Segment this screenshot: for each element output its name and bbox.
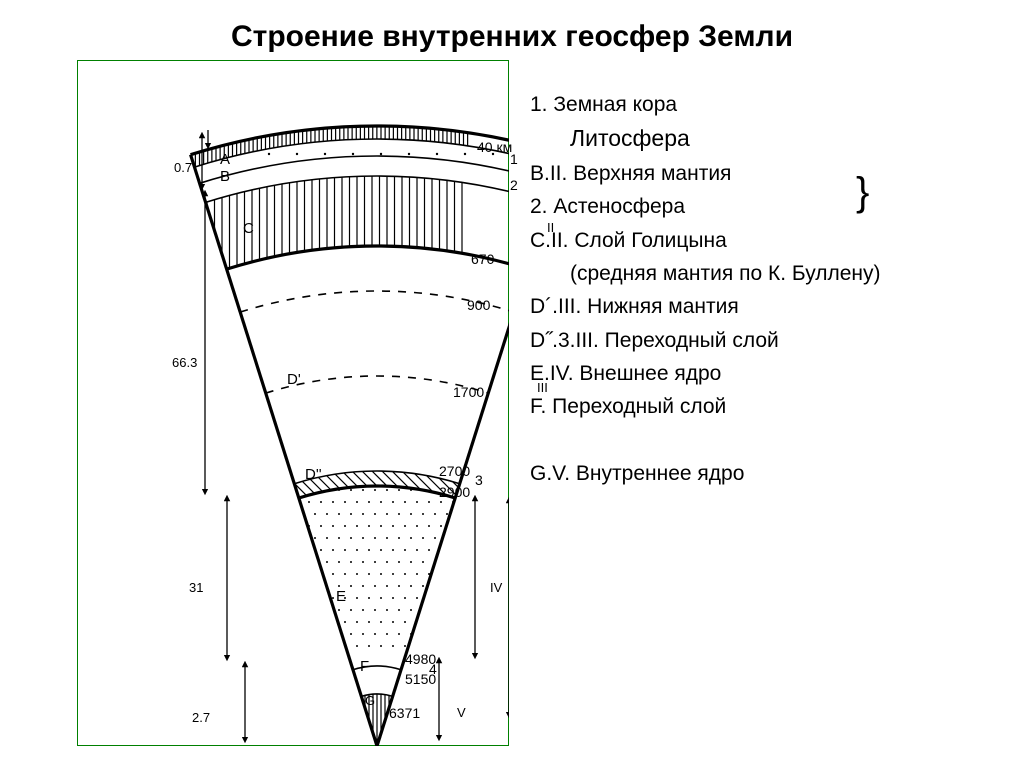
layer-letter: A [220,151,230,168]
depth-label: 1700 [453,384,484,400]
depth-label: 900 [467,297,490,313]
zone-number: 4 [429,661,437,677]
legend-item: B.II. Верхняя мантия [530,160,1000,187]
layer-letter: G [365,693,375,708]
roman-label: IV [490,580,502,595]
legend-item: 2. Астеносфера [530,193,1000,220]
legend-item: G.V. Внутреннее ядро [530,460,1000,487]
legend-item: F. Переходный слой [530,393,1000,420]
roman-label: II [547,220,554,235]
depth-label: 6371 [389,705,420,721]
depth-label: 2700 [439,463,470,479]
page-title: Строение внутренних геосфер Земли [0,20,1024,54]
layer-letter: D'' [305,466,322,483]
roman-label: III [537,380,548,395]
layer-letter: E [336,588,346,605]
roman-label: V [457,705,466,720]
legend-item: Литосфера [530,124,1000,154]
diagram [77,60,509,746]
zone-number: 1 [510,151,518,167]
left-number: 0.7 [174,160,192,175]
depth-label: 670 [471,251,494,267]
left-number: 2.7 [192,710,210,725]
left-number: 66.3 [172,355,197,370]
legend-item: 1. Земная кора [530,91,1000,118]
legend-item: (средняя мантия по К. Буллену) [530,260,1000,287]
legend-brace: } [856,170,869,215]
legend-item: D´.III. Нижняя мантия [530,293,1000,320]
layer-letter: C [243,220,254,237]
layer-letter: B [220,168,230,185]
legend-item: E.IV. Внешнее ядро [530,360,1000,387]
legend: 1. Земная кора Литосфера B.II. Верхняя ман… [530,85,1000,493]
legend-item: C.II. Слой Голицына [530,227,1000,254]
depth-label: 40 км [477,139,512,155]
layer-letter: F [360,658,369,675]
legend-item: D˝.3.III. Переходный слой [530,327,1000,354]
depth-label: 2900 [439,484,470,500]
left-number: 31 [189,580,203,595]
zone-number: 3 [475,472,483,488]
zone-number: 2 [510,177,518,193]
layer-letter: D' [287,371,301,388]
legend-item [530,427,1000,454]
